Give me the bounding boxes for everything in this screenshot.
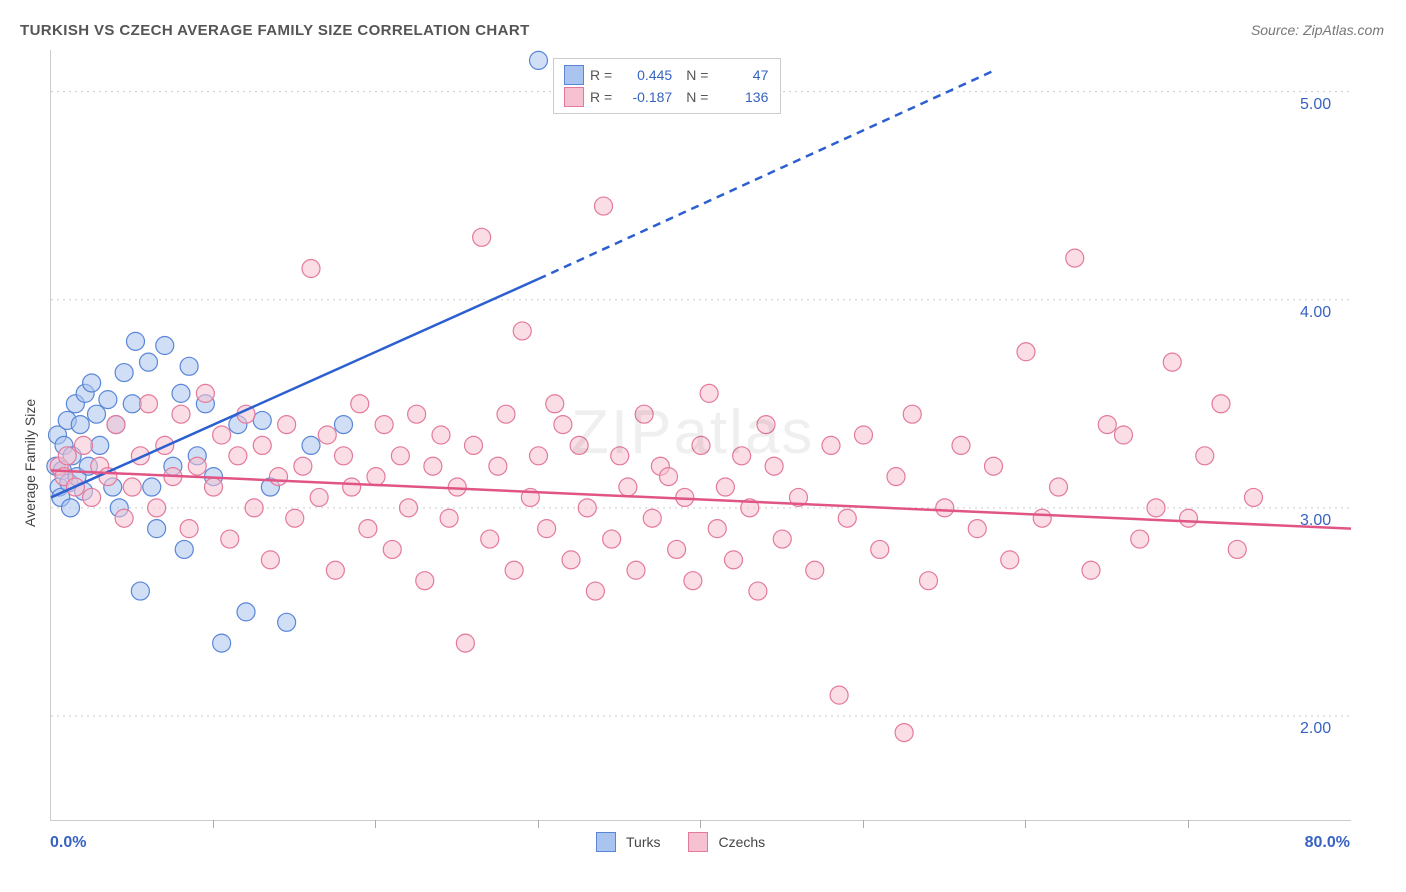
x-tick xyxy=(538,820,539,828)
x-axis-min-label: 0.0% xyxy=(50,834,86,852)
legend-label: Turks xyxy=(626,834,660,850)
legend-swatch xyxy=(688,832,708,852)
source-attribution: Source: ZipAtlas.com xyxy=(1251,22,1384,38)
legend-row: R = 0.445 N = 47 xyxy=(564,64,768,86)
legend-row: R = -0.187 N = 136 xyxy=(564,86,768,108)
x-axis-max-label: 80.0% xyxy=(1305,834,1350,852)
x-tick xyxy=(213,820,214,828)
y-tick-label: 3.00 xyxy=(1300,512,1331,530)
legend-swatch xyxy=(564,65,584,85)
x-tick xyxy=(700,820,701,828)
y-tick-label: 2.00 xyxy=(1300,720,1331,738)
x-tick xyxy=(375,820,376,828)
r-label: R = xyxy=(590,86,612,108)
legend-swatch xyxy=(596,832,616,852)
x-tick xyxy=(863,820,864,828)
plot-area: ZIPatlas R =0.445N =47R =-0.187N =136 xyxy=(50,50,1351,821)
legend-swatch xyxy=(564,87,584,107)
series-legend: Turks Czechs xyxy=(596,832,783,852)
x-tick xyxy=(1188,820,1189,828)
n-label: N = xyxy=(686,64,708,86)
r-value: 0.445 xyxy=(618,64,672,86)
r-label: R = xyxy=(590,64,612,86)
y-tick-label: 4.00 xyxy=(1300,304,1331,322)
n-label: N = xyxy=(686,86,708,108)
y-axis-label: Average Family Size xyxy=(22,399,38,527)
plot-svg xyxy=(51,50,1351,820)
y-tick-label: 5.00 xyxy=(1300,96,1331,114)
correlation-legend: R = 0.445 N = 47 R = -0.187 N = 136 xyxy=(553,58,781,114)
x-tick xyxy=(1025,820,1026,828)
chart-title: TURKISH VS CZECH AVERAGE FAMILY SIZE COR… xyxy=(20,22,530,39)
n-value: 136 xyxy=(714,86,768,108)
legend-label: Czechs xyxy=(718,834,765,850)
r-value: -0.187 xyxy=(618,86,672,108)
chart-container: TURKISH VS CZECH AVERAGE FAMILY SIZE COR… xyxy=(0,0,1406,892)
n-value: 47 xyxy=(714,64,768,86)
